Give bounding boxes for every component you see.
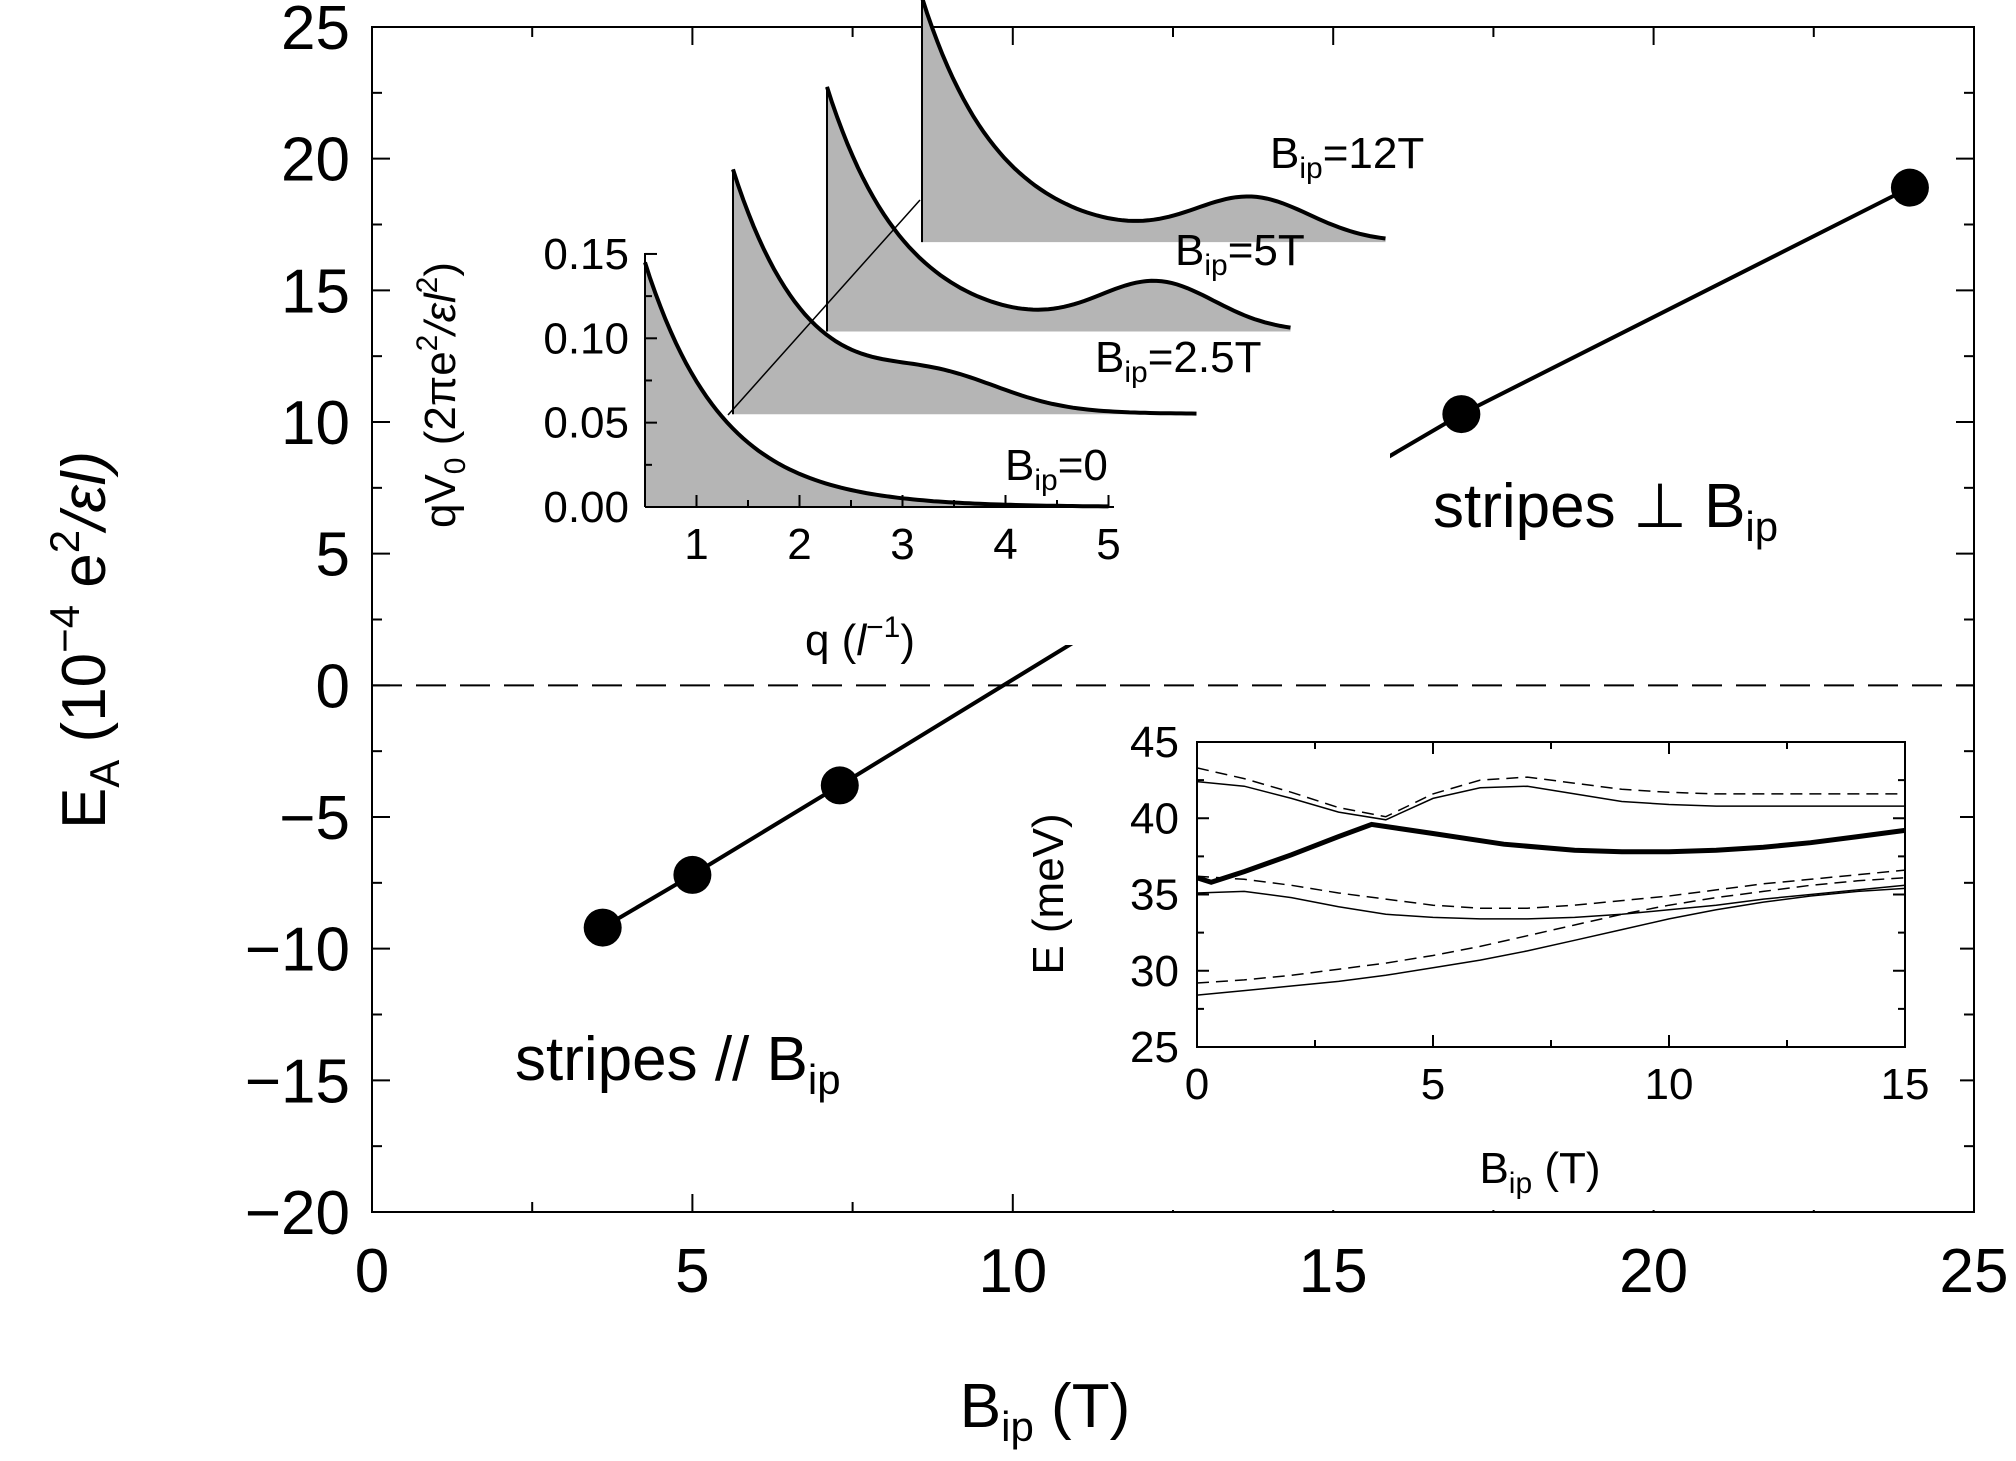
inset2-y-tick-label: 25	[1130, 1023, 1179, 1072]
main-data-point	[673, 855, 712, 894]
inset1-y-tick-label: 0.05	[543, 399, 629, 448]
inset1-y-tick-label: 0.00	[543, 483, 629, 532]
inset2-series-line	[1196, 884, 1906, 920]
inset2-axis-ticks	[1196, 741, 1906, 1048]
inset1-x-tick-label: 2	[787, 520, 811, 569]
main-y-tick-label: 20	[281, 126, 350, 195]
inset1-curve	[643, 261, 1109, 509]
inset2-series-line	[1196, 876, 1906, 984]
inset1-x-tick-label: 3	[890, 520, 914, 569]
annotation-stripes-parallel: stripes // Bip	[515, 1025, 841, 1103]
main-x-tick-label: 5	[675, 1237, 709, 1306]
inset2-y-tick-label: 35	[1130, 871, 1179, 920]
inset1-curve-label: Bip=0	[1005, 441, 1108, 497]
inset1-curve	[825, 86, 1291, 330]
inset2-series-line	[1196, 887, 1906, 996]
inset1-curves	[643, 0, 1386, 509]
inset2-x-tick-label: 10	[1645, 1060, 1694, 1109]
main-data-point	[583, 908, 622, 947]
main-y-tick-label: 10	[281, 389, 350, 458]
main-series	[583, 168, 1929, 947]
inset2-y-tick-label: 30	[1130, 947, 1179, 996]
main-x-tick-label: 0	[355, 1237, 389, 1306]
main-x-axis-label: Bip (T)	[960, 1372, 1130, 1450]
inset1-fills	[645, 0, 1386, 507]
inset1-area-fill	[733, 169, 1197, 415]
inset2-x-tick-label: 5	[1421, 1060, 1445, 1109]
main-data-point	[1442, 395, 1481, 434]
inset2-y-tick-label: 45	[1130, 718, 1179, 767]
inset1-curve-labels: Bip=0 Bip=2.5T Bip=5T Bip=12T	[1005, 129, 1424, 497]
main-y-tick-label: 0	[316, 652, 350, 721]
inset2-series-line	[1196, 821, 1906, 885]
main-y-tick-label: 25	[281, 0, 350, 63]
inset1-x-tick-label: 5	[1096, 520, 1120, 569]
main-y-tick-label: −15	[245, 1047, 350, 1116]
inset1-curve-label: Bip=2.5T	[1095, 333, 1261, 389]
inset2-x-tick-label: 15	[1881, 1060, 1930, 1109]
inset1-curve-label: Bip=12T	[1270, 129, 1424, 185]
inset1-curve	[731, 168, 1197, 416]
inset2-series	[1196, 767, 1906, 996]
inset1-curve	[920, 0, 1386, 241]
inset1-y-axis-label: qV0 (2πe2/εl2)	[411, 262, 472, 528]
inset2-series-line	[1196, 767, 1905, 818]
main-y-tick-label: −20	[245, 1179, 350, 1248]
main-y-tick-label: 15	[281, 257, 350, 326]
inset2-y-tick-label: 40	[1130, 794, 1179, 843]
inset1-curve-label: Bip=5T	[1175, 226, 1305, 282]
main-y-tick-label: −10	[245, 916, 350, 985]
inset1-axis-ticks	[645, 252, 1110, 508]
inset-potential-chart: 1 2 3 4 5 0.00 0.05 0.10 0.15 Bip=0 Bip=2.5T Bip=5…	[411, 0, 1424, 665]
main-data-point	[1890, 168, 1929, 207]
inset1-x-tick-label: 4	[993, 520, 1017, 569]
main-x-tick-label: 25	[1940, 1237, 2009, 1306]
inset2-x-axis-label: Bip (T)	[1479, 1144, 1600, 1200]
inset1-guide-line	[727, 199, 921, 416]
inset2-series-line	[1196, 869, 1906, 909]
inset1-area-fill	[922, 0, 1386, 243]
main-y-axis-label: EA (10−4 e2/εl)	[41, 451, 128, 829]
inset2-x-tick-label: 0	[1185, 1060, 1209, 1109]
inset1-area-fill	[827, 86, 1291, 332]
inset2-y-axis-label: E (meV)	[1024, 813, 1073, 974]
main-data-point	[820, 766, 859, 805]
main-y-tick-label: 5	[316, 521, 350, 590]
inset2-background	[1020, 720, 1960, 1210]
inset1-x-tick-label: 1	[684, 520, 708, 569]
inset1-y-tick-label: 0.15	[543, 230, 629, 279]
inset-energy-chart: 0 5 10 15 25 30 35 40 45 Bip (T) E (meV)	[1020, 718, 1960, 1210]
inset2-series-line	[1196, 780, 1905, 821]
inset2-tick-labels: 0 5 10 15 25 30 35 40 45	[1130, 718, 1929, 1109]
main-x-tick-label: 20	[1619, 1237, 1688, 1306]
main-x-tick-label: 15	[1299, 1237, 1368, 1306]
inset1-tick-labels: 1 2 3 4 5 0.00 0.05 0.10 0.15	[543, 230, 1120, 569]
main-y-tick-label: −5	[279, 784, 350, 853]
inset1-x-axis-label: q (l−1)	[805, 611, 915, 665]
annotation-stripes-perpendicular: stripes ⊥ Bip	[1433, 472, 1778, 550]
main-x-tick-label: 10	[978, 1237, 1047, 1306]
inset1-y-tick-label: 0.10	[543, 314, 629, 363]
inset1-area-fill	[645, 262, 1109, 507]
